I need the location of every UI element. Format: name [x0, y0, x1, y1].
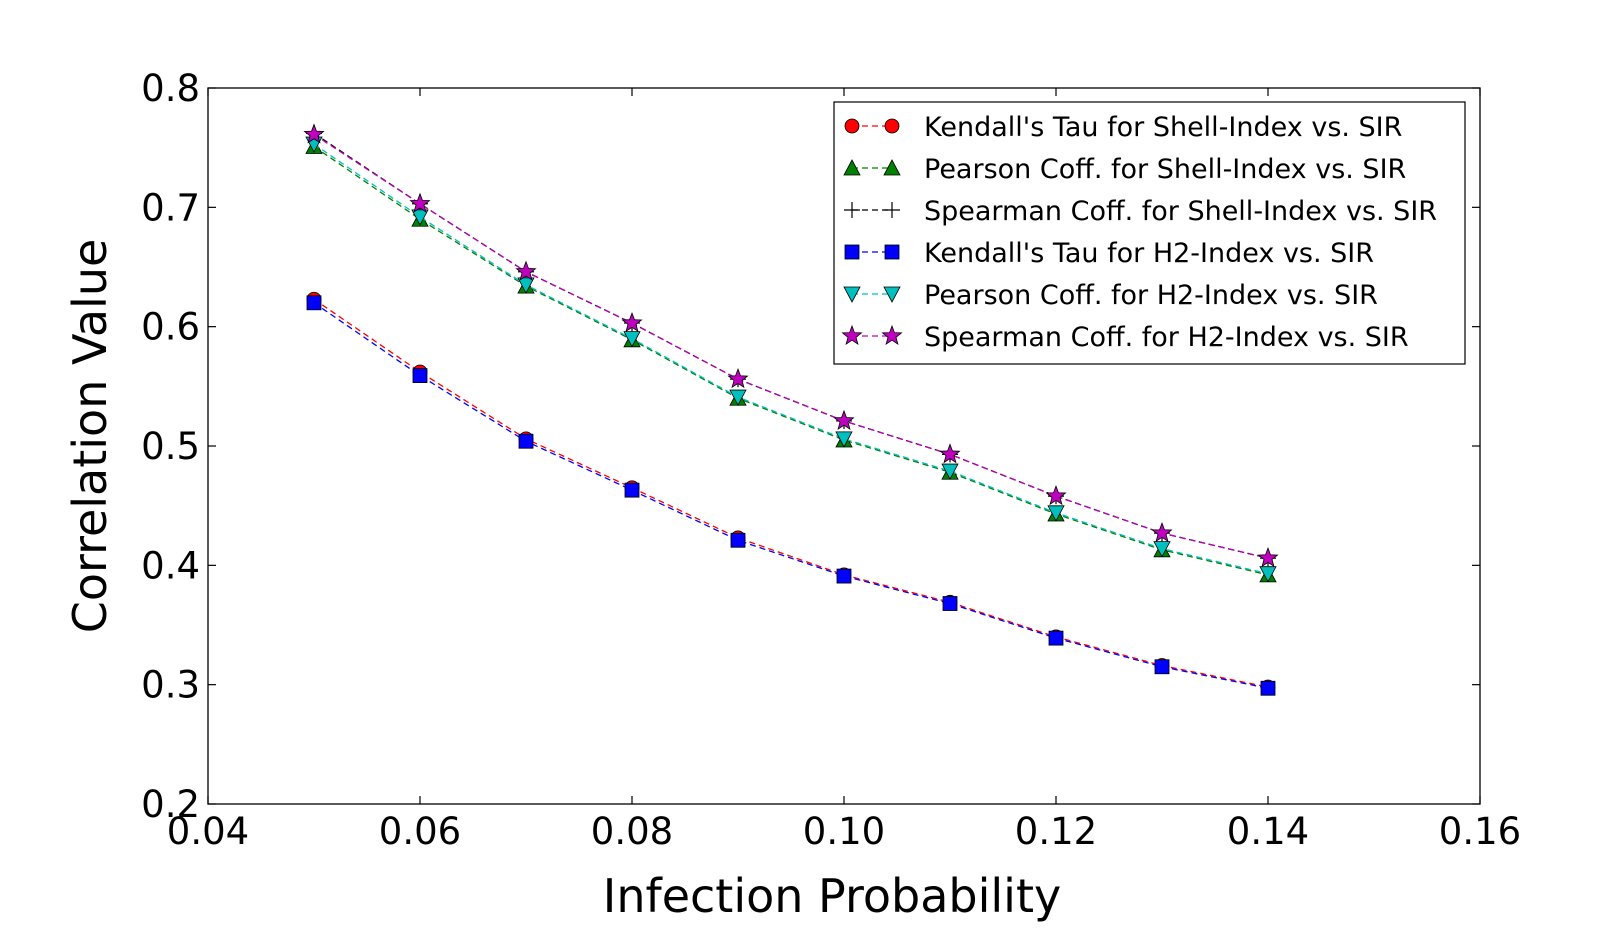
legend-item: Pearson Coff. for H2-Index vs. SIR [843, 280, 1378, 311]
data-point [729, 389, 747, 406]
legend-marker [844, 202, 860, 218]
data-point [624, 482, 640, 498]
legend-marker [843, 286, 861, 303]
legend-item: Kendall's Tau for H2-Index vs. SIR [844, 238, 1374, 269]
x-tick-label: 0.16 [1439, 810, 1521, 853]
legend-marker [844, 244, 860, 260]
legend-label: Pearson Coff. for Shell-Index vs. SIR [924, 154, 1406, 185]
legend-marker [841, 324, 863, 346]
series-line [313, 132, 1269, 559]
x-tick-label: 0.06 [379, 810, 461, 853]
data-point [833, 409, 855, 430]
y-tick-label: 0.2 [141, 783, 200, 826]
series-line [313, 145, 1269, 576]
legend-marker [843, 159, 861, 176]
x-tick-label: 0.10 [803, 810, 885, 853]
legend-label: Kendall's Tau for Shell-Index vs. SIR [924, 112, 1402, 143]
series-4 [306, 295, 1276, 696]
data-point [1260, 680, 1276, 696]
series-line [313, 143, 1269, 575]
y-tick-label: 0.3 [141, 664, 200, 707]
data-point [727, 368, 749, 389]
y-tick-label: 0.5 [141, 425, 200, 468]
data-point [730, 532, 746, 548]
legend-label: Spearman Coff. for Shell-Index vs. SIR [924, 196, 1437, 227]
x-tick-label: 0.04 [167, 810, 249, 853]
data-point [411, 209, 429, 226]
series-5 [305, 136, 1277, 583]
data-point [515, 260, 537, 281]
data-point [409, 192, 431, 213]
legend-marker [884, 244, 900, 260]
y-tick-label: 0.7 [141, 186, 200, 229]
legend-label: Spearman Coff. for H2-Index vs. SIR [924, 322, 1409, 353]
data-point [518, 433, 534, 449]
data-point [621, 311, 643, 333]
data-point [1153, 541, 1171, 558]
series-6 [303, 123, 1279, 568]
legend-marker [883, 286, 901, 303]
data-point [835, 431, 853, 448]
legend-marker [881, 324, 903, 346]
data-point [941, 463, 959, 480]
x-axis-label: Infection Probability [603, 869, 1061, 923]
legend-item: Kendall's Tau for Shell-Index vs. SIR [844, 112, 1402, 143]
y-tick-label: 0.8 [141, 67, 200, 110]
data-point [306, 295, 322, 311]
x-tick-label: 0.12 [1015, 810, 1097, 853]
data-point [1154, 659, 1170, 675]
data-point [1257, 547, 1279, 568]
tick-layer: 0.04 0.06 0.08 0.10 0.12 0.14 0.16 0.2 0.3 0.4 0.5… [141, 67, 1521, 853]
legend-box [833, 101, 1466, 365]
data-point [623, 331, 641, 348]
x-tick-label: 0.14 [1227, 810, 1309, 853]
y-tick-label: 0.6 [141, 306, 200, 349]
series-layer [303, 123, 1279, 696]
data-point [1047, 505, 1065, 522]
legend-marker [884, 202, 900, 218]
y-axis-label: Correlation Value [63, 239, 117, 634]
data-point [939, 443, 961, 464]
series-line [313, 298, 1269, 688]
data-point [303, 123, 325, 144]
data-point [942, 596, 958, 611]
legend-item: Spearman Coff. for Shell-Index vs. SIR [844, 196, 1437, 227]
y-tick-label: 0.4 [141, 544, 200, 587]
data-point [1048, 630, 1064, 646]
data-point [836, 568, 852, 584]
data-point [1259, 566, 1277, 583]
data-point [517, 277, 535, 294]
legend-marker [884, 118, 900, 134]
series-line [313, 302, 1269, 689]
legend-marker [883, 159, 901, 176]
legend-item: Spearman Coff. for H2-Index vs. SIR [841, 322, 1409, 353]
legend-marker [844, 118, 860, 134]
legend-item: Pearson Coff. for Shell-Index vs. SIR [843, 154, 1406, 185]
series-line [313, 133, 1269, 559]
legend: Kendall's Tau for Shell-Index vs. SIR Pea… [833, 101, 1466, 365]
data-point [1045, 484, 1067, 506]
legend-label: Pearson Coff. for H2-Index vs. SIR [924, 280, 1378, 311]
data-point [412, 368, 428, 383]
legend-label: Kendall's Tau for H2-Index vs. SIR [924, 238, 1374, 269]
x-tick-label: 0.08 [591, 810, 673, 853]
data-point [1151, 521, 1173, 543]
